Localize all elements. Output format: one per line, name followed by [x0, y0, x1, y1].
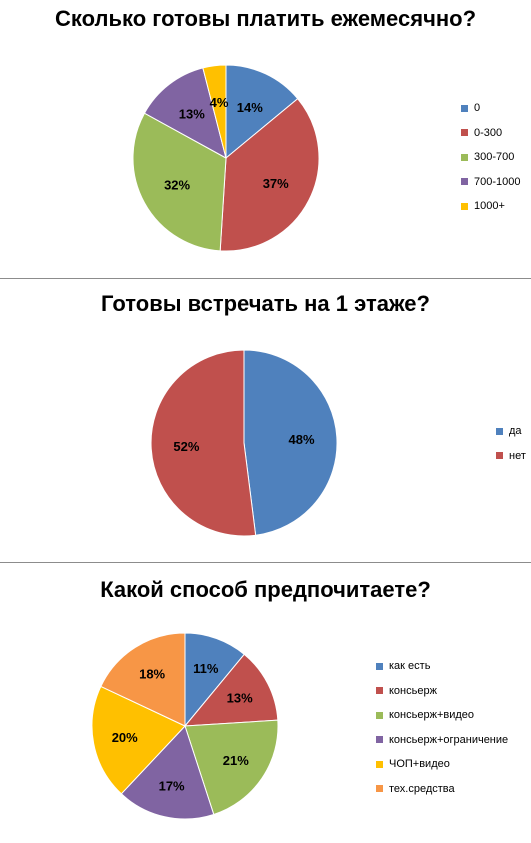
- data-label: 4%: [210, 95, 229, 110]
- data-label: 18%: [139, 667, 165, 682]
- legend-item: тех.средства: [376, 777, 508, 802]
- legend-label: консьерж+ограничение: [389, 733, 509, 746]
- pie-slice-консьерж: [183, 653, 279, 727]
- legend-swatch: [376, 736, 383, 744]
- legend-swatch: [461, 153, 468, 161]
- data-label: 37%: [263, 176, 289, 191]
- data-label: 21%: [223, 753, 249, 768]
- pie-slice-консьерж+видео: [184, 719, 279, 816]
- pie-slice-700-1000: [143, 67, 227, 159]
- legend-swatch: [461, 178, 468, 186]
- legend-swatch: [496, 427, 503, 435]
- legend-label: да: [509, 425, 522, 438]
- data-label: 48%: [289, 432, 315, 447]
- chart-legend: как есть консьерж консьерж+видео консьерж+о…: [376, 654, 508, 801]
- data-label: 14%: [237, 100, 263, 115]
- legend-item: 0-300: [461, 121, 521, 146]
- pie-slice-0-300: [219, 98, 320, 252]
- pie-chart-payment: 14% 37% 32% 13% 4%: [132, 64, 320, 252]
- data-label: 17%: [159, 778, 185, 793]
- legend-label: консьерж: [389, 684, 437, 697]
- legend-item: 300-700: [461, 145, 521, 170]
- legend-label: 700-1000: [474, 175, 521, 188]
- legend-label: как есть: [389, 660, 431, 673]
- chart-panel-first-floor: Готовы встречать на 1 этаже? 48% 52% да не…: [0, 279, 531, 562]
- legend-swatch: [376, 785, 383, 793]
- legend-item: консьерж+видео: [376, 703, 508, 728]
- pie-slice-300-700: [132, 112, 227, 252]
- chart-panel-payment: Сколько готовы платить ежемесячно? 14% 37…: [0, 0, 531, 278]
- legend-item: ЧОП+видео: [376, 752, 508, 777]
- legend-swatch: [376, 760, 383, 768]
- legend-item: консьерж: [376, 679, 508, 704]
- legend-item: 1000+: [461, 194, 521, 219]
- chart-title: Готовы встречать на 1 этаже?: [101, 291, 430, 316]
- pie-slice-ЧОП+видео: [91, 685, 186, 795]
- data-label: 13%: [179, 106, 205, 121]
- data-label: 11%: [193, 661, 219, 676]
- legend-label: 0-300: [474, 126, 503, 139]
- data-label: 20%: [112, 730, 138, 745]
- legend-swatch: [496, 452, 503, 460]
- divider: [0, 562, 531, 563]
- chart-title: Какой способ предпочитаете?: [100, 577, 431, 602]
- legend-label: тех.средства: [389, 782, 455, 795]
- legend-item: нет: [496, 444, 526, 469]
- legend-swatch: [376, 711, 383, 719]
- legend-label: нет: [509, 449, 526, 462]
- divider: [0, 278, 531, 279]
- pie-slice-да: [243, 349, 338, 536]
- pie-chart-first-floor: 48% 52%: [150, 349, 338, 537]
- data-label: 13%: [227, 691, 253, 706]
- legend-label: 0: [474, 102, 481, 115]
- data-label: 52%: [173, 439, 199, 454]
- legend-swatch: [376, 687, 383, 695]
- legend-item: как есть: [376, 654, 508, 679]
- chart-panel-method: Какой способ предпочитаете? 11% 13% 21% 17%…: [0, 563, 531, 843]
- chart-title: Сколько готовы платить ежемесячно?: [54, 6, 477, 31]
- legend-swatch: [461, 202, 468, 210]
- legend-item: да: [496, 419, 526, 444]
- legend-swatch: [461, 129, 468, 137]
- pie-slice-тех.средства: [100, 632, 186, 727]
- legend-label: ЧОП+видео: [389, 758, 450, 771]
- legend-swatch: [376, 662, 383, 670]
- legend-item: 700-1000: [461, 170, 521, 195]
- data-label: 32%: [164, 177, 190, 192]
- legend-label: 1000+: [474, 200, 505, 213]
- pie-slice-нет: [150, 349, 257, 537]
- legend-label: 300-700: [474, 151, 515, 164]
- chart-legend: 0 0-300 300-700 700-1000 1000+: [461, 96, 521, 219]
- legend-label: консьерж+видео: [389, 709, 475, 722]
- pie-chart-method: 11% 13% 21% 17% 20% 18%: [91, 632, 279, 820]
- legend-item: консьерж+ограничение: [376, 728, 508, 753]
- pie-slice-0: [225, 64, 299, 160]
- pie-slice-1000+: [202, 64, 227, 159]
- chart-legend: да нет: [496, 419, 526, 468]
- legend-swatch: [461, 104, 468, 112]
- legend-item: 0: [461, 96, 521, 121]
- pie-slice-консьерж+ограничение: [120, 725, 215, 820]
